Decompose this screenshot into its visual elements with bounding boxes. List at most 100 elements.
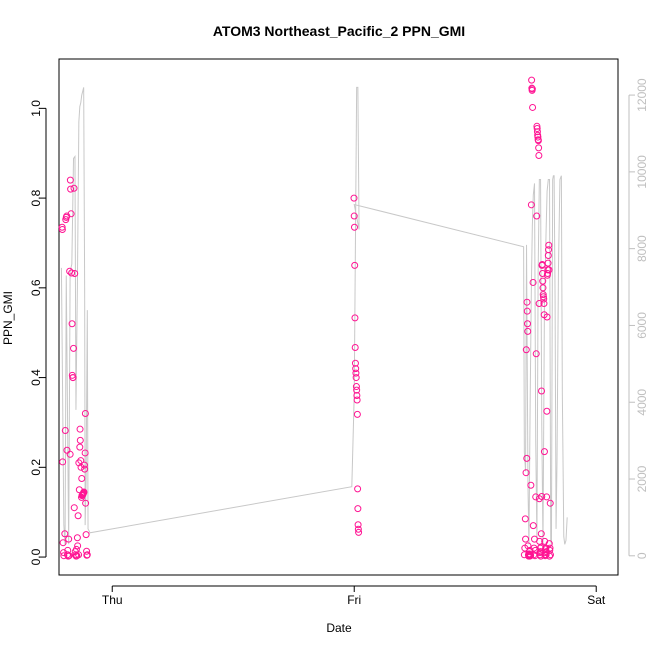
data-point <box>61 530 69 538</box>
data-point <box>534 133 542 141</box>
data-point <box>354 525 362 533</box>
data-point <box>68 320 76 328</box>
data-point <box>544 252 552 260</box>
data-point <box>540 300 548 308</box>
right-tick-label: 8000 <box>635 235 649 262</box>
data-point <box>544 269 552 277</box>
data-point <box>76 436 84 444</box>
right-y-axis: 0 2000 4000 6000 8000 10000 12000 <box>628 78 649 559</box>
y-axis-label: PPN_GMI <box>1 291 15 345</box>
data-point <box>352 365 360 373</box>
data-point <box>539 293 547 301</box>
x-tick-label: Fri <box>347 593 361 607</box>
data-point <box>527 481 535 489</box>
data-point <box>60 552 68 560</box>
data-point <box>67 185 75 193</box>
data-point <box>352 369 360 377</box>
data-point <box>351 261 359 269</box>
data-point <box>546 551 554 559</box>
data-point <box>350 212 358 220</box>
data-point <box>538 387 546 395</box>
data-point <box>546 546 554 554</box>
data-point <box>535 151 543 159</box>
data-point <box>354 521 362 529</box>
data-point <box>523 298 531 306</box>
data-point <box>67 210 75 218</box>
data-point <box>59 458 67 466</box>
plot-frame <box>58 58 619 576</box>
left-tick-label: 1.0 <box>29 100 43 117</box>
data-point <box>351 314 359 322</box>
data-point <box>523 307 531 315</box>
right-tick-label: 2000 <box>635 465 649 492</box>
data-point <box>521 515 529 523</box>
data-point <box>524 320 531 328</box>
left-tick-label: 0.0 <box>29 548 43 565</box>
right-axis-line-series <box>60 86 568 545</box>
data-point <box>65 552 73 560</box>
data-point <box>78 475 86 483</box>
data-point <box>545 241 553 249</box>
data-point <box>544 259 552 267</box>
right-tick-label: 4000 <box>635 389 649 416</box>
data-point <box>543 313 551 321</box>
data-point <box>74 542 82 550</box>
data-point <box>542 551 550 559</box>
data-point <box>352 374 360 382</box>
data-point <box>60 549 68 557</box>
data-point <box>535 144 543 152</box>
data-point <box>527 201 535 209</box>
data-point <box>77 457 85 465</box>
data-point <box>74 512 82 520</box>
data-point <box>522 535 530 543</box>
data-point <box>537 543 545 551</box>
data-point <box>70 504 78 512</box>
data-point <box>528 85 536 93</box>
data-point <box>545 246 553 254</box>
data-point <box>546 499 554 507</box>
right-tick-label: 10000 <box>635 155 649 189</box>
data-point <box>350 194 358 202</box>
line-series-path <box>60 86 568 545</box>
scatter-points <box>58 76 554 560</box>
data-point <box>522 469 530 477</box>
data-point <box>523 454 531 462</box>
data-point <box>543 407 551 415</box>
data-point <box>353 386 361 394</box>
data-point <box>70 184 78 192</box>
data-point <box>535 495 543 503</box>
data-point <box>522 346 530 354</box>
data-point <box>66 176 74 184</box>
x-tick-label: Thu <box>102 593 123 607</box>
data-point <box>68 269 76 277</box>
data-point <box>533 212 541 220</box>
data-point <box>83 547 91 555</box>
data-point <box>533 128 541 136</box>
data-point <box>533 125 541 133</box>
data-point <box>527 552 535 560</box>
data-point <box>70 344 78 352</box>
data-point <box>545 266 553 274</box>
data-point <box>534 137 542 145</box>
data-point <box>528 76 536 84</box>
data-point <box>529 522 537 530</box>
data-point <box>546 544 554 552</box>
data-point <box>541 552 549 560</box>
data-point <box>71 269 79 277</box>
data-point <box>545 540 553 548</box>
data-point <box>58 226 66 233</box>
data-point <box>532 350 540 358</box>
data-point <box>351 359 359 367</box>
data-point <box>355 528 363 536</box>
data-point <box>65 535 73 543</box>
data-point <box>76 425 84 433</box>
data-point <box>353 410 361 418</box>
data-point <box>353 392 361 400</box>
data-point <box>352 383 360 391</box>
data-point <box>543 493 551 501</box>
left-tick-label: 0.2 <box>29 459 43 476</box>
data-point <box>535 300 543 308</box>
data-point <box>354 505 362 513</box>
data-point <box>81 465 89 473</box>
